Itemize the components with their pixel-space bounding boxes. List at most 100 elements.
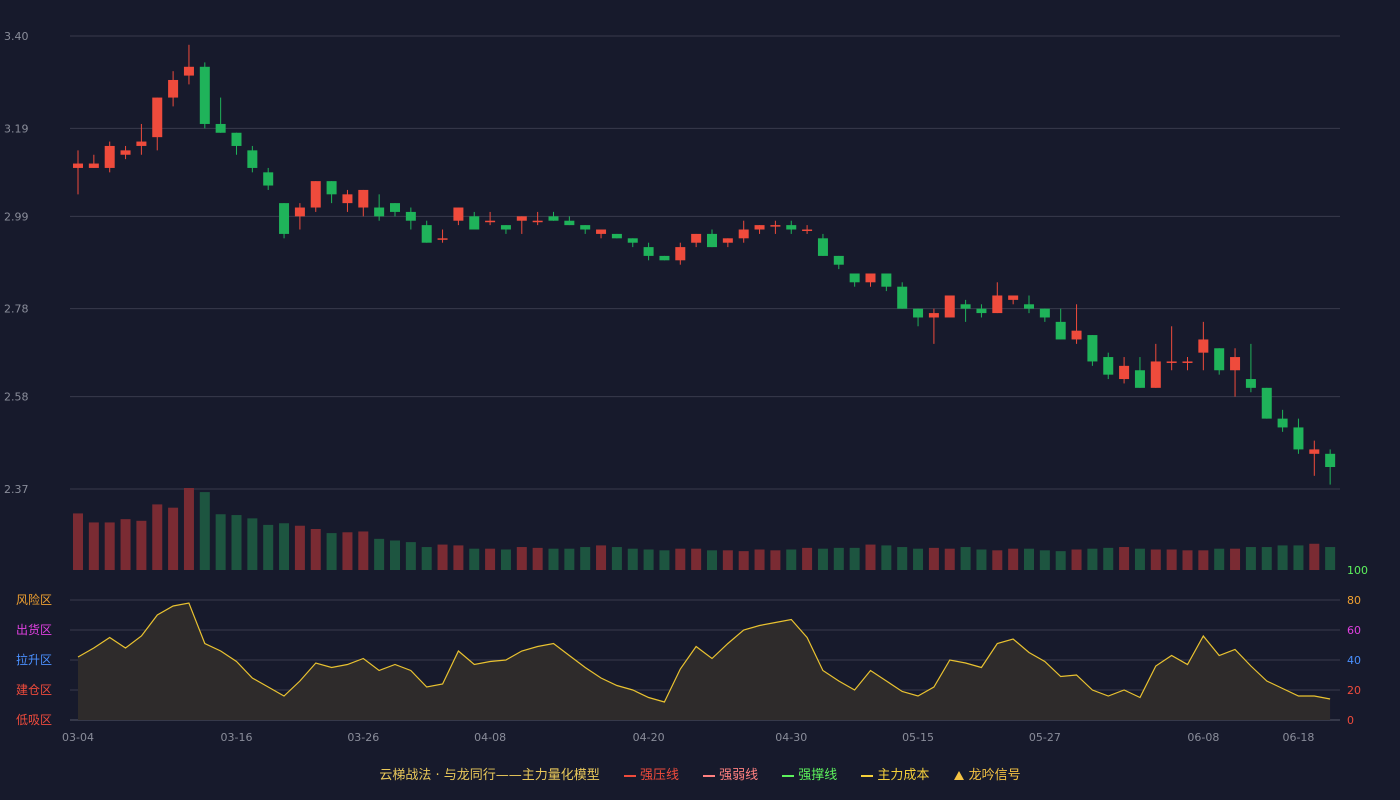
candle-body — [437, 238, 448, 240]
volume-bar — [881, 545, 892, 570]
candle-body — [1245, 379, 1256, 388]
candlesticks — [73, 44, 1336, 485]
volume-bar — [437, 544, 448, 570]
candle-body — [897, 286, 908, 309]
triangle-icon — [953, 771, 964, 780]
volume-bar — [1071, 549, 1082, 570]
price-tick-label: 2.58 — [4, 391, 29, 404]
candle-body — [516, 216, 527, 221]
candle-body — [675, 247, 686, 261]
volume-bar — [722, 550, 733, 570]
candle-body — [596, 229, 607, 234]
volume-bar — [88, 522, 99, 570]
price-tick-label: 3.19 — [4, 122, 29, 135]
volume-bar — [294, 525, 305, 570]
volume-bar — [405, 542, 416, 570]
legend-item-dragon-signal[interactable]: 龙吟信号 — [953, 764, 1021, 783]
candle-body — [120, 150, 131, 155]
candle-body — [754, 225, 765, 230]
volume-bar — [817, 548, 828, 570]
x-tick-label: 05-27 — [1029, 731, 1061, 744]
volume-bar — [390, 540, 400, 570]
indicator-tick-label: 20 — [1347, 684, 1361, 697]
candle-body — [532, 220, 543, 223]
candle-body — [326, 181, 337, 195]
candle-body — [802, 229, 813, 232]
volume-bar — [310, 529, 321, 570]
legend-label-main-cost: 主力成本 — [877, 768, 930, 783]
candle-body — [1277, 418, 1288, 428]
candle-body — [1261, 387, 1272, 419]
candle-body — [913, 308, 924, 318]
x-tick-label: 06-18 — [1282, 731, 1314, 744]
legend-item-strong-resistance[interactable]: 强压线 — [623, 764, 679, 783]
volume-bar — [1309, 543, 1320, 570]
zone-label: 拉升区 — [16, 652, 52, 667]
candle-body — [1309, 449, 1320, 454]
volume-bar — [992, 550, 1003, 570]
volume-bar — [532, 547, 543, 570]
volume-bar — [1261, 547, 1272, 570]
candle-body — [279, 203, 290, 234]
candle-body — [992, 295, 1003, 314]
volume-bar — [1214, 548, 1225, 570]
volume-bar — [928, 547, 939, 570]
candle-body — [1166, 361, 1177, 363]
indicator-tick-label: 100 — [1347, 564, 1368, 577]
volume-bar — [469, 548, 480, 570]
volume-bar — [136, 520, 147, 570]
candle-body — [374, 207, 385, 217]
candle-body — [849, 273, 860, 283]
legend-item-strength-line[interactable]: 强弱线 — [703, 764, 758, 783]
candle-body — [1293, 427, 1304, 450]
indicator-series — [77, 602, 1331, 720]
x-tick-label: 03-16 — [221, 731, 253, 744]
volume-bar — [849, 547, 860, 570]
candle-body — [88, 163, 99, 168]
candle-body — [738, 229, 749, 239]
volume-bar — [1182, 550, 1193, 570]
volume-bar — [1134, 548, 1145, 570]
volume-bar — [833, 547, 844, 570]
volume-bar — [1055, 551, 1066, 570]
volume-bar — [976, 549, 987, 570]
price-tick-label: 2.37 — [4, 483, 29, 496]
candle-body — [580, 225, 591, 230]
legend-swatch-strong-support — [782, 774, 795, 777]
volume-bar — [1024, 548, 1034, 570]
volume-bar — [247, 518, 258, 570]
x-tick-label: 06-08 — [1187, 731, 1219, 744]
candle-body — [168, 79, 179, 98]
volume-bar — [73, 513, 83, 570]
candle-body — [691, 233, 702, 243]
candle-body — [1103, 357, 1114, 375]
volume-bar — [1277, 545, 1288, 570]
volume-bar — [374, 538, 385, 570]
candle-body — [469, 216, 480, 230]
volume-bar — [691, 548, 702, 570]
volume-bar — [643, 549, 654, 570]
volume-bar — [1230, 548, 1241, 570]
legend-item-strong-support[interactable]: 强撑线 — [782, 764, 837, 783]
volume-bar — [707, 550, 717, 570]
volume-bar — [897, 547, 908, 570]
volume-bar — [453, 545, 464, 570]
legend-swatch-main-cost — [861, 774, 874, 777]
volume-bar — [1087, 548, 1098, 570]
candle-body — [786, 225, 797, 230]
candle-body — [294, 207, 305, 217]
candle-body — [1198, 339, 1209, 353]
x-tick-label: 03-26 — [347, 731, 379, 744]
volume-bar — [1325, 547, 1336, 570]
candle-body — [73, 163, 83, 168]
candle-body — [1055, 321, 1066, 340]
volume-bar — [500, 549, 511, 570]
candle-body — [500, 225, 511, 230]
legend-item-main-cost[interactable]: 主力成本 — [861, 764, 929, 783]
volume-bar — [104, 522, 115, 570]
candle-body — [1071, 330, 1082, 340]
indicator-tick-label: 60 — [1347, 624, 1361, 637]
volume-bar — [326, 533, 337, 570]
candle-body — [152, 97, 163, 138]
volume-bar — [263, 524, 274, 570]
